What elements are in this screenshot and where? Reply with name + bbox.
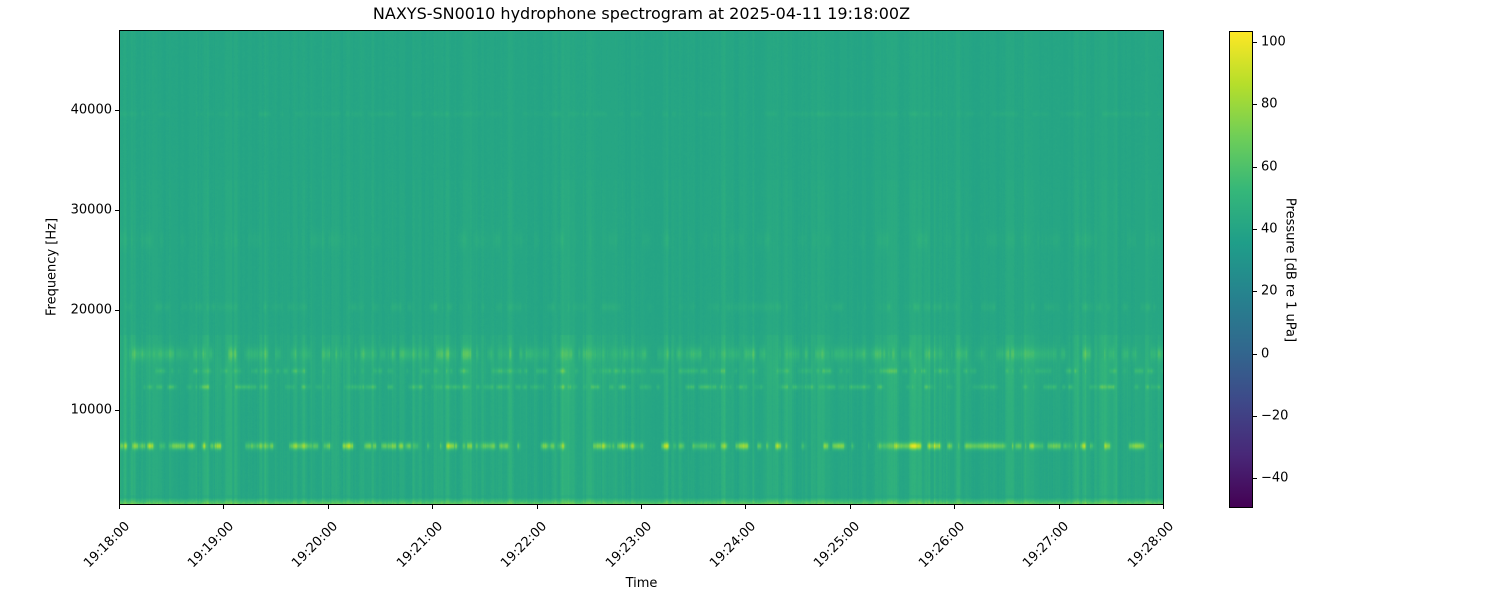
colorbar-tick-label: 0 <box>1261 346 1270 362</box>
x-tick-mark <box>536 505 538 509</box>
y-tick-label: 40000 <box>70 102 112 118</box>
x-tick-mark <box>223 505 225 509</box>
colorbar-tick-mark <box>1253 478 1257 480</box>
colorbar-tick-label: 60 <box>1261 159 1278 175</box>
x-tick-mark <box>119 505 120 509</box>
x-tick-label: 19:26:00 <box>915 519 968 571</box>
colorbar-tick-mark <box>1253 166 1257 168</box>
colorbar-tick-mark <box>1253 416 1257 418</box>
y-tick-mark <box>115 410 119 411</box>
colorbar-tick-label: 20 <box>1261 283 1278 299</box>
x-tick-label: 19:18:00 <box>80 519 133 571</box>
colorbar-tick-mark <box>1253 228 1257 230</box>
x-tick-mark <box>327 505 329 509</box>
x-tick-mark <box>1058 505 1060 509</box>
x-tick-label: 19:22:00 <box>498 519 551 571</box>
x-tick-label: 19:28:00 <box>1124 519 1177 571</box>
x-axis-label: Time <box>625 576 658 591</box>
colorbar-gradient <box>1230 32 1252 507</box>
colorbar-tick-label: −40 <box>1261 470 1289 486</box>
colorbar <box>1229 31 1253 508</box>
x-tick-mark <box>641 505 642 509</box>
y-axis-label: Frequency [Hz] <box>44 217 60 317</box>
colorbar-label: Pressure [dB re 1 uPa] <box>1282 197 1298 343</box>
x-tick-label: 19:21:00 <box>393 519 446 571</box>
x-tick-label: 19:27:00 <box>1020 519 1073 571</box>
colorbar-tick-label: 80 <box>1261 96 1278 112</box>
colorbar-tick-label: 100 <box>1261 34 1286 50</box>
x-tick-label: 19:25:00 <box>811 519 864 571</box>
colorbar-tick-label: 40 <box>1261 221 1278 237</box>
x-tick-label: 19:23:00 <box>602 519 655 571</box>
spectrogram-heatmap <box>119 30 1164 505</box>
colorbar-tick-label: −20 <box>1261 408 1289 424</box>
y-tick-mark <box>115 310 119 311</box>
y-tick-label: 30000 <box>70 202 112 218</box>
x-tick-mark <box>745 505 747 509</box>
colorbar-tick-mark <box>1253 353 1257 355</box>
y-tick-mark <box>115 110 119 111</box>
x-tick-mark <box>954 505 956 509</box>
x-tick-label: 19:20:00 <box>289 519 342 571</box>
y-tick-label: 20000 <box>70 302 112 318</box>
x-tick-mark <box>432 505 434 509</box>
colorbar-tick-mark <box>1253 41 1257 43</box>
colorbar-tick-mark <box>1253 104 1257 106</box>
x-tick-label: 19:24:00 <box>707 519 760 571</box>
colorbar-tick-mark <box>1253 291 1257 293</box>
x-tick-label: 19:19:00 <box>185 519 238 571</box>
x-tick-mark <box>849 505 851 509</box>
x-tick-mark <box>1163 505 1164 509</box>
y-tick-label: 10000 <box>70 402 112 418</box>
y-tick-mark <box>115 210 119 211</box>
chart-title: NAXYS-SN0010 hydrophone spectrogram at 2… <box>372 4 911 23</box>
